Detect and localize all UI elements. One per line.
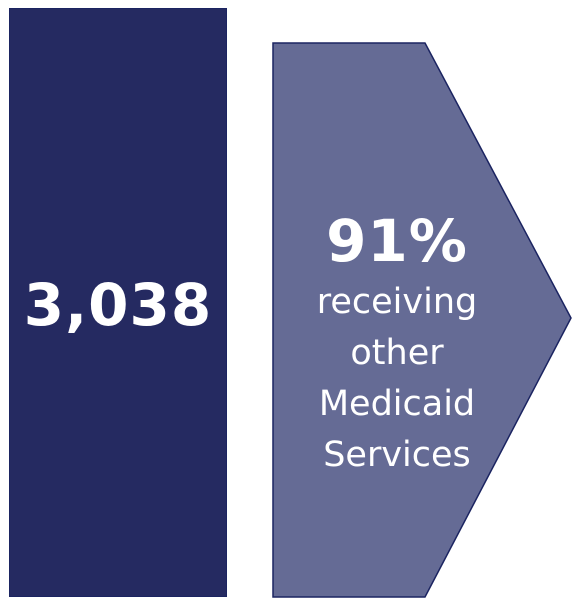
arrow-description-line-2: other [350, 333, 444, 373]
arrow-label: 91% receiving other Medicaid Services [282, 205, 512, 481]
arrow-percent: 91% [326, 207, 468, 275]
total-count-value: 3,038 [23, 270, 213, 339]
total-count-bar: 3,038 [9, 8, 227, 597]
arrow-description: receiving other Medicaid Services [282, 277, 512, 481]
arrow-description-line-4: Services [323, 435, 471, 475]
arrow-description-line-3: Medicaid [318, 384, 476, 424]
arrow-chevron [272, 42, 572, 598]
arrow-description-line-1: receiving [316, 282, 478, 322]
